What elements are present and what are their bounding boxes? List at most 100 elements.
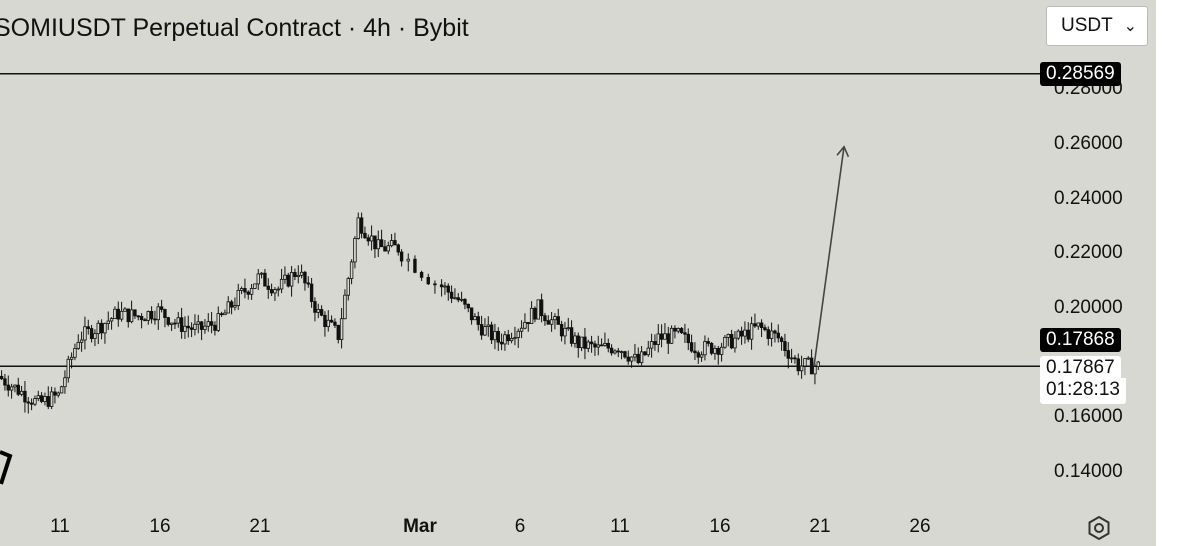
candle-body bbox=[619, 351, 624, 354]
candle-body bbox=[579, 336, 584, 349]
candle-body bbox=[336, 324, 340, 340]
candle-body bbox=[136, 315, 140, 318]
candle-body bbox=[39, 395, 44, 402]
last-price-tag: 0.17868 bbox=[1040, 328, 1121, 352]
candle-body bbox=[559, 324, 564, 337]
candle-body bbox=[753, 323, 757, 327]
candle-body bbox=[193, 323, 197, 330]
x-axis-tick: 16 bbox=[709, 516, 731, 537]
candle-body bbox=[343, 294, 347, 320]
candle-body bbox=[503, 334, 507, 345]
candle-body bbox=[739, 330, 744, 337]
y-axis-tick: 0.26000 bbox=[1054, 133, 1123, 154]
candle-body bbox=[66, 358, 70, 379]
candle-body bbox=[479, 324, 484, 336]
candle-body bbox=[486, 324, 490, 327]
candle-body bbox=[583, 336, 587, 349]
candle-body bbox=[523, 322, 527, 329]
candle-body bbox=[476, 316, 480, 325]
candle-body bbox=[89, 328, 94, 339]
candle-body bbox=[83, 326, 87, 341]
candle-body bbox=[353, 238, 357, 263]
candle-body bbox=[806, 357, 810, 360]
candle-body bbox=[123, 308, 127, 312]
candle-body bbox=[383, 246, 387, 252]
currency-select[interactable]: USDT ⌄ bbox=[1046, 6, 1148, 46]
candle-body bbox=[519, 327, 524, 332]
candle-body bbox=[116, 308, 120, 320]
candle-body bbox=[726, 334, 730, 338]
candle-body bbox=[286, 274, 290, 287]
candle-body bbox=[703, 341, 707, 356]
candle-body bbox=[589, 341, 594, 345]
candle-body bbox=[556, 316, 560, 325]
candle-body bbox=[9, 386, 14, 391]
candle-body bbox=[696, 352, 700, 358]
candle-body bbox=[226, 301, 230, 314]
candle-body bbox=[106, 320, 110, 324]
candle-body bbox=[746, 329, 750, 340]
candle-body bbox=[449, 291, 454, 299]
candle-body bbox=[433, 283, 437, 286]
candle-body bbox=[326, 319, 330, 328]
candle-body bbox=[719, 346, 724, 355]
candle-body bbox=[463, 298, 467, 305]
candle-body bbox=[63, 377, 67, 388]
candle-body bbox=[149, 311, 154, 320]
candle-body bbox=[36, 395, 40, 399]
candle-body bbox=[623, 351, 627, 358]
candle-body bbox=[473, 316, 477, 321]
candle-body bbox=[263, 272, 267, 287]
candle-body bbox=[173, 322, 177, 325]
candle-body bbox=[656, 333, 660, 345]
candle-body bbox=[269, 289, 274, 294]
candle-body bbox=[803, 358, 807, 367]
candle-body bbox=[309, 283, 314, 302]
candle-body bbox=[676, 328, 680, 332]
candle-body bbox=[129, 309, 134, 323]
candle-body bbox=[119, 310, 124, 320]
candle-body bbox=[393, 240, 397, 246]
candle-body bbox=[756, 322, 760, 327]
candle-body bbox=[273, 289, 277, 294]
candle-body bbox=[743, 329, 747, 337]
candle-body bbox=[166, 317, 170, 325]
candle-body bbox=[159, 306, 164, 310]
candle-body bbox=[109, 318, 114, 322]
candle-body bbox=[509, 338, 514, 342]
candle-body bbox=[796, 358, 800, 372]
candle-body bbox=[73, 348, 77, 358]
candle-body bbox=[49, 391, 54, 407]
candle-body bbox=[789, 357, 794, 360]
candle-body bbox=[266, 285, 270, 290]
candle-body bbox=[216, 313, 220, 331]
candle-body bbox=[369, 235, 374, 242]
candle-body bbox=[306, 282, 310, 285]
settings-gear-icon[interactable] bbox=[1086, 515, 1112, 541]
x-axis-tick: 6 bbox=[514, 516, 526, 537]
candle-body bbox=[406, 258, 410, 262]
candle-body bbox=[303, 271, 307, 284]
candle-body bbox=[586, 341, 590, 349]
candle-body bbox=[426, 276, 430, 285]
candle-body bbox=[379, 239, 384, 248]
candle-body bbox=[766, 329, 770, 339]
candle-body bbox=[533, 307, 537, 320]
x-axis-tick: 11 bbox=[50, 516, 70, 537]
candle-body bbox=[649, 341, 654, 349]
chevron-down-icon: ⌄ bbox=[1123, 18, 1137, 35]
candle-body bbox=[573, 335, 577, 344]
currency-select-value: USDT bbox=[1061, 15, 1113, 36]
candle-body bbox=[399, 251, 404, 262]
candle-body bbox=[786, 350, 790, 359]
candle-body bbox=[389, 240, 394, 247]
candle-body bbox=[349, 261, 354, 279]
candle-body bbox=[253, 283, 257, 289]
candle-body bbox=[529, 307, 534, 324]
candle-body bbox=[169, 322, 174, 325]
candle-body bbox=[773, 330, 777, 334]
candle-body bbox=[569, 327, 574, 344]
candle-body bbox=[339, 318, 344, 340]
candle-body bbox=[283, 274, 287, 280]
